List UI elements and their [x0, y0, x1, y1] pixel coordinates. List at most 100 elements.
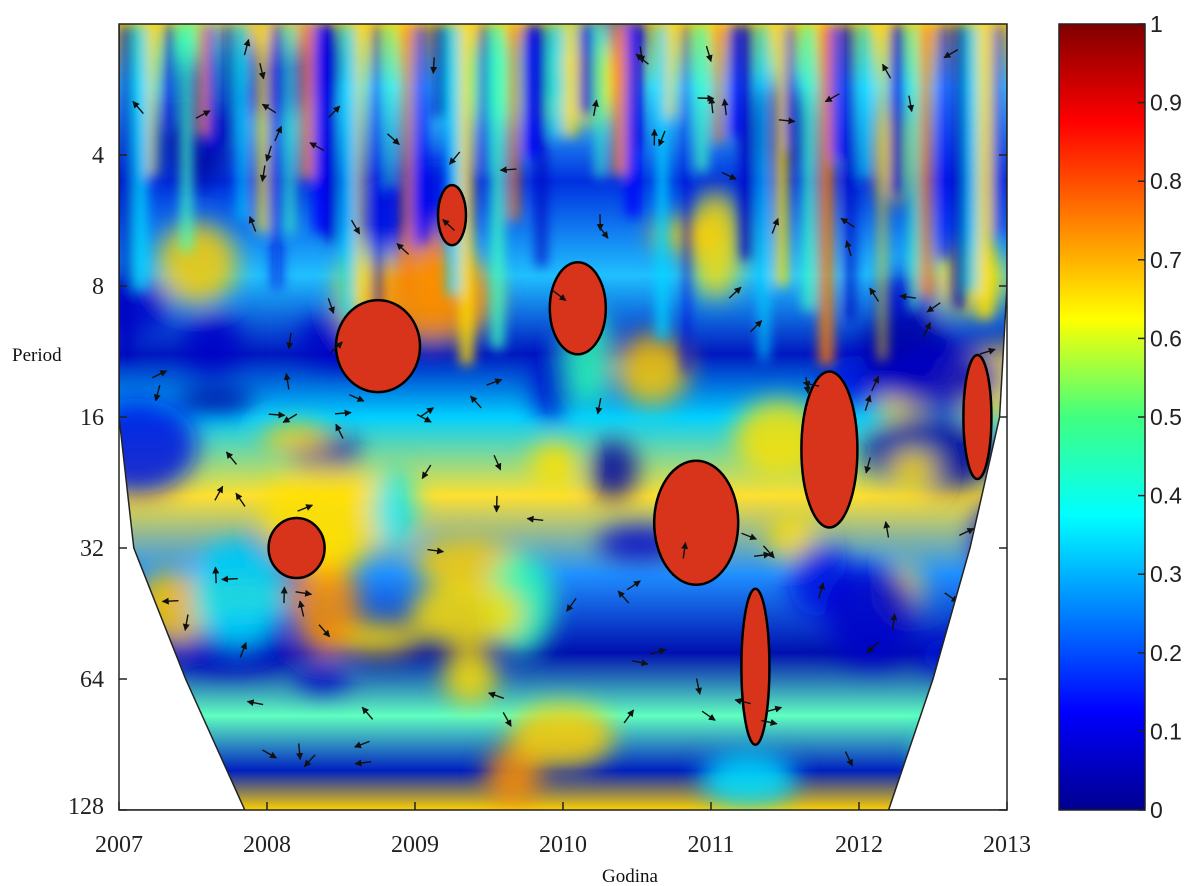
phase-arrow: [350, 219, 361, 235]
phase-arrow: [869, 287, 880, 302]
colorbar-tick-label: 0.4: [1150, 483, 1182, 509]
phase-arrow: [361, 706, 374, 720]
phase-arrow: [771, 217, 779, 234]
colorbar: 0 0.1 0.2 0.3 0.4 0.5 0.6 0.7 0.8 0.9 1: [1058, 11, 1182, 823]
phase-arrow: [419, 407, 435, 418]
significant-region: [800, 370, 859, 529]
phase-arrow: [890, 613, 898, 630]
phase-arrow: [151, 370, 168, 379]
phase-arrow: [334, 409, 352, 417]
phase-arrow: [274, 125, 282, 142]
x-tick-label: 2007: [95, 832, 143, 858]
y-axis-label: Period: [12, 345, 62, 366]
y-tick-label: 32: [80, 536, 104, 562]
phase-arrow: [248, 215, 257, 232]
phase-arrow: [566, 597, 577, 612]
x-tick-label: 2011: [687, 832, 734, 858]
phase-arrow: [283, 372, 291, 390]
colorbar-tick-label: 0: [1150, 797, 1163, 823]
phase-arrow: [597, 224, 609, 239]
phase-arrow: [926, 302, 941, 313]
significant-region: [267, 516, 326, 580]
phase-arrow: [354, 759, 372, 767]
phase-arrow: [488, 691, 504, 699]
phase-arrow: [871, 375, 880, 392]
phase-arrow: [734, 697, 751, 705]
phase-arrow: [626, 580, 641, 591]
phase-arrow: [265, 145, 272, 162]
phase-arrow: [761, 719, 778, 726]
phase-arrow: [650, 647, 667, 655]
phase-arrow: [840, 217, 855, 228]
y-tick-label: 16: [80, 405, 104, 431]
phase-arrow: [695, 678, 703, 695]
significant-region: [548, 261, 608, 356]
phase-arrow: [442, 218, 455, 231]
significant-region: [334, 298, 422, 394]
phase-arrow: [721, 98, 729, 116]
phase-arrow: [309, 142, 325, 152]
phase-arrow: [705, 45, 713, 63]
phase-arrow: [235, 492, 246, 507]
phase-arrow: [943, 49, 959, 59]
phase-arrow: [225, 451, 238, 465]
phase-arrow: [502, 712, 512, 727]
phase-arrow: [844, 751, 854, 767]
colorbar-tick-label: 0.8: [1150, 168, 1182, 194]
phase-arrow: [297, 504, 314, 512]
phase-arrow: [153, 385, 161, 402]
colorbar-gradient: [1058, 23, 1146, 811]
phase-arrow: [765, 705, 783, 713]
phase-arrow: [697, 94, 715, 102]
phase-arrow: [259, 165, 267, 183]
y-axis: 4 8 16 32 64 128: [68, 143, 1007, 820]
phase-arrow: [552, 290, 567, 302]
significant-region: [962, 353, 993, 481]
y-tick-label: 8: [92, 274, 104, 300]
phase-arrow: [741, 532, 758, 541]
phase-arrow: [778, 117, 796, 125]
phase-arrow: [303, 754, 316, 768]
phase-arrow: [261, 103, 277, 114]
phase-arrow: [195, 110, 211, 119]
phase-arrow: [296, 743, 304, 761]
phase-arrow: [328, 105, 341, 118]
phase-arrow: [161, 597, 179, 605]
phase-arrow: [297, 600, 305, 617]
x-tick-label: 2010: [539, 832, 587, 858]
phase-arrow: [221, 575, 238, 583]
phase-arrow: [762, 545, 775, 559]
colorbar-tick-label: 0.9: [1150, 90, 1182, 116]
y-tick-label: 64: [80, 667, 104, 693]
significant-region: [652, 459, 740, 587]
phase-arrow: [421, 464, 432, 480]
colorbar-tick-label: 0.6: [1150, 325, 1182, 351]
phase-arrow: [882, 63, 892, 79]
phase-arrow: [470, 395, 482, 409]
phase-arrow: [864, 457, 872, 474]
phase-arrow: [430, 57, 438, 74]
phase-arrow: [749, 320, 763, 333]
colorbar-tick-label: 1: [1150, 11, 1163, 37]
significant-region: [436, 183, 468, 247]
x-tick-label: 2009: [391, 832, 439, 858]
coherence-heatmap: [119, 24, 1007, 810]
phase-arrow: [246, 699, 264, 707]
colorbar-tick-label: 0.5: [1150, 404, 1182, 430]
phase-arrow: [623, 709, 635, 724]
x-tick-label: 2012: [835, 832, 883, 858]
phase-arrow: [262, 749, 277, 759]
phase-arrow: [818, 582, 825, 599]
phase-arrow: [631, 659, 649, 667]
phase-arrow: [286, 332, 294, 350]
phase-arrow: [182, 614, 190, 631]
phase-arrow: [295, 589, 313, 597]
phase-arrow: [617, 590, 630, 604]
phase-arrow: [493, 454, 502, 471]
phase-arrow: [883, 521, 891, 538]
phase-arrow: [899, 293, 916, 301]
colorbar-tick-label: 0.7: [1150, 247, 1182, 273]
colorbar-tick-label: 0.1: [1150, 718, 1182, 744]
phase-arrow: [427, 547, 445, 555]
